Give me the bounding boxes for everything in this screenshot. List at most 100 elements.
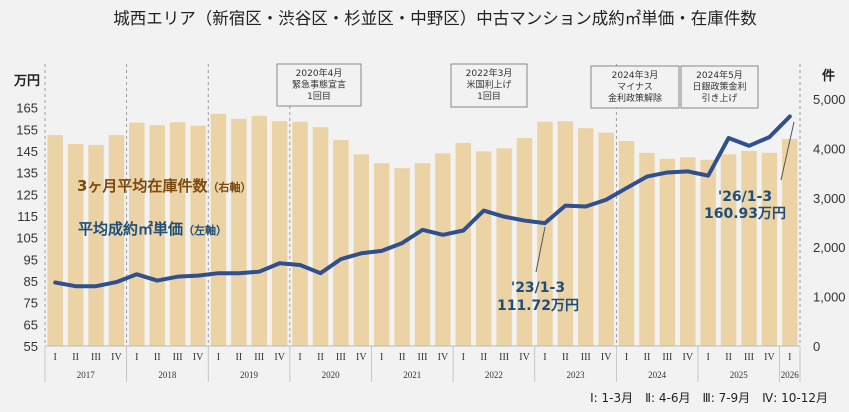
annotation-text: 日銀政策金利 [692,81,746,93]
inventory-bar [639,152,655,346]
callout-leader-2023 [535,226,546,273]
left-axis-unit: 万円 [13,74,40,89]
annotation-text: 1回目 [307,91,331,102]
quarter-tick-label: II [480,352,487,363]
inventory-bar [577,128,594,346]
quarter-tick-label: IV [601,352,612,363]
x-axis: I II III IV I II III IV I II III IV I II III IV I II III IV… [44,345,801,382]
inventory-bar [680,157,696,346]
inventory-bar [598,132,614,346]
annotation-text: 米国利上げ [466,79,511,91]
right-tick-label: 0 [813,339,820,354]
quarter-tick-label: II [236,352,243,363]
quarter-tick-label: I [543,352,546,363]
inventory-bar [271,121,288,346]
inventory-bar [414,163,431,346]
annotation-text: 1回目 [477,91,501,102]
left-tick-label: 165 [16,101,38,116]
quarter-tick-label: III [254,352,264,363]
quarter-tick-label: I [462,352,465,363]
quarter-tick-label: I [707,352,710,363]
inventory-bar [149,125,165,346]
inventory-bar [618,140,635,346]
inventory-bar [292,121,308,346]
inventory-bar [67,143,84,346]
year-divider-lines [44,64,801,346]
annotation-text: マイナス [617,82,653,93]
legend-inventory: 3ヶ月平均在庫件数（右軸） [77,177,251,195]
right-axis-unit: 件 [822,68,835,84]
quarter-tick-label: I [54,352,57,363]
legend-price: 平均成約㎡単価（左軸） [78,220,227,238]
year-tick-label: 2025 [730,370,749,380]
year-tick-label: 2024 [648,370,667,380]
inventory-bar [659,158,676,346]
inventory-bar [169,122,186,346]
right-tick-label: 2,000 [813,240,846,255]
inventory-bar [108,135,125,346]
quarter-tick-label: III [581,352,591,363]
year-tick-label: 2017 [77,370,96,380]
left-tick-label: 155 [16,122,38,137]
quarter-tick-label: IV [682,352,693,363]
year-tick-label: 2023 [567,370,586,380]
inventory-bar [720,154,737,346]
annotation-text: 引き上げ [701,93,737,104]
left-axis-ticks: 55 65 75 85 95 105 115 125 135 145 155 165 [16,101,38,354]
inventory-bar [455,142,472,346]
quarter-tick-label: III [744,352,754,363]
right-tick-label: 5,000 [813,92,846,107]
inventory-bar [353,154,370,346]
left-tick-label: 95 [24,252,38,267]
inventory-bar [700,159,716,346]
quarter-tick-label: III [499,352,509,363]
chart-title: 城西エリア（新宿区・渋谷区・杉並区・中野区）中古マンション成約㎡単価・在庫件数 [113,9,757,28]
inventory-bar [537,121,553,346]
quarter-tick-label: IV [764,352,775,363]
quarter-tick-label: I [135,352,138,363]
year-tick-label: 2020 [322,370,341,380]
left-tick-label: 75 [24,296,38,311]
annotation-text: 2022年3月 [466,67,513,79]
left-tick-label: 65 [24,317,38,332]
inventory-bar [129,122,145,346]
quarter-tick-label: II [399,352,406,363]
quarter-tick-label: IV [193,352,204,363]
inventory-bar [516,138,533,346]
callout-leader-2026 [780,121,795,181]
bar-series [47,113,798,347]
inventory-bar [47,135,63,346]
year-tick-label: 2026 [781,370,800,380]
inventory-bar [88,144,104,346]
callout-2023-period: '23/1-3 [511,280,565,296]
quarter-tick-label: III [91,352,101,363]
quarter-tick-label: II [317,352,324,363]
year-tick-label: 2019 [240,370,259,380]
left-tick-label: 145 [16,144,38,159]
left-tick-label: 135 [16,166,38,181]
inventory-bar [435,153,451,346]
quarter-tick-label: I [625,352,628,363]
annotation-box [680,65,759,109]
inventory-bar [190,125,206,347]
annotation-text: 2024年3月 [612,69,659,81]
quarter-tick-label: IV [519,352,530,363]
inventory-bar [475,151,492,346]
quarter-tick-label: III [336,352,346,363]
callout-2026-value: 160.93万円 [704,206,786,222]
right-tick-label: 3,000 [813,191,846,206]
inventory-bar [231,118,247,346]
quarter-tick-label: IV [356,352,367,363]
quarter-tick-label: II [644,352,651,363]
annotation-text: 2024年5月 [696,69,743,81]
inventory-bar [782,139,798,346]
callout-2023-value: 111.72万円 [497,298,579,314]
quarter-tick-label: IV [274,352,285,363]
annotation-box [590,65,680,109]
quarter-tick-label: III [662,352,672,363]
year-tick-label: 2021 [403,370,421,380]
right-tick-label: 1,000 [813,290,846,305]
quarter-tick-label: IV [438,352,449,363]
inventory-bar [741,150,757,346]
